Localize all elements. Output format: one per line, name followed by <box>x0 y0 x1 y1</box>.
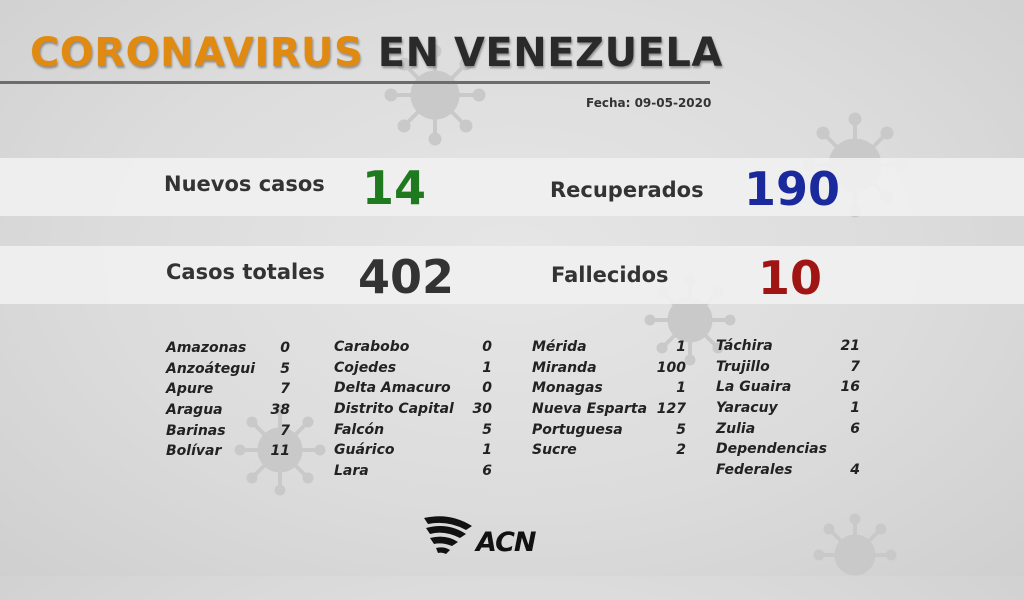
state-name: Apure <box>166 381 214 398</box>
state-value: 6 <box>482 463 492 480</box>
nuevos-casos-value: 14 <box>362 161 427 215</box>
states-column-4: Táchira 21 Trujillo 7 La Guaira 16 Yaracuy 1… <box>716 336 860 481</box>
state-name: Anzoátegui <box>166 360 255 377</box>
list-item: Apure 7 <box>166 379 290 400</box>
recuperados-label: Recuperados <box>550 178 704 202</box>
virus-decoration-icon <box>813 513 897 576</box>
list-item: Distrito Capital 30 <box>334 399 492 420</box>
list-item: Guárico 1 <box>334 440 492 461</box>
list-item: Portuguesa 5 <box>532 420 686 441</box>
state-name: Guárico <box>334 442 395 459</box>
list-item: Falcón 5 <box>334 420 492 441</box>
state-value: 1 <box>482 442 492 459</box>
state-name: Falcón <box>334 421 385 438</box>
list-item: Lara 6 <box>334 461 492 482</box>
state-value: 6 <box>850 420 860 437</box>
state-name: Zulia <box>716 420 756 437</box>
state-name: Bolívar <box>166 443 222 460</box>
list-item: Barinas 7 <box>166 421 290 442</box>
state-name: Nueva Esparta <box>532 401 648 418</box>
title-divider <box>0 81 710 84</box>
list-item: Cojedes 1 <box>334 358 492 379</box>
fallecidos-value: 10 <box>758 251 823 305</box>
stats-band-bottom <box>0 246 1024 304</box>
casos-totales-value: 402 <box>358 250 455 304</box>
acn-logo-text: ACN <box>476 527 536 558</box>
list-item: Dependencias <box>716 439 860 460</box>
acn-logo-icon <box>424 516 472 554</box>
list-item: Táchira 21 <box>716 336 860 357</box>
state-value: 30 <box>472 401 492 418</box>
states-column-1: Amazonas 0 Anzoátegui 5 Apure 7 Aragua 38 Ba… <box>166 338 290 462</box>
state-name: Cojedes <box>334 359 397 376</box>
state-value: 5 <box>482 421 492 438</box>
casos-totales-label: Casos totales <box>166 260 325 284</box>
state-name: Mérida <box>532 339 587 355</box>
state-name: Lara <box>334 463 369 480</box>
state-value: 127 <box>656 401 686 418</box>
state-value: 2 <box>676 442 686 459</box>
state-value: 7 <box>280 422 290 439</box>
state-name: Sucre <box>532 442 577 459</box>
list-item: Nueva Esparta 127 <box>532 399 686 420</box>
state-value: 0 <box>280 340 290 356</box>
state-name: Miranda <box>532 359 597 376</box>
state-name: Barinas <box>166 422 226 439</box>
state-name: Distrito Capital <box>334 401 454 418</box>
list-item: Monagas 1 <box>532 378 686 399</box>
list-item: Aragua 38 <box>166 400 290 421</box>
state-name: Federales <box>716 462 793 479</box>
state-name: Portuguesa <box>532 421 623 438</box>
state-name: Amazonas <box>166 340 247 356</box>
recuperados-value: 190 <box>744 162 841 216</box>
states-column-2: Carabobo 0 Cojedes 1 Delta Amacuro 0 Distri… <box>334 337 492 482</box>
state-value: 4 <box>850 462 860 479</box>
fallecidos-label: Fallecidos <box>551 263 669 287</box>
state-name: Carabobo <box>334 339 410 355</box>
title-accent: CORONAVIRUS <box>30 30 364 76</box>
state-value: 0 <box>482 339 492 355</box>
list-item: Miranda 100 <box>532 358 686 379</box>
state-value: 1 <box>676 380 686 397</box>
list-item: Amazonas 0 <box>166 338 290 359</box>
list-item: Anzoátegui 5 <box>166 359 290 380</box>
state-name: Delta Amacuro <box>334 380 451 397</box>
list-item: Mérida 1 <box>532 337 686 358</box>
state-value: 7 <box>280 381 290 398</box>
state-value: 1 <box>676 339 686 355</box>
state-value: 100 <box>656 359 686 376</box>
states-column-3: Mérida 1 Miranda 100 Monagas 1 Nueva Espart… <box>532 337 686 461</box>
title-rest: EN VENEZUELA <box>377 30 723 76</box>
list-item: Sucre 2 <box>532 440 686 461</box>
state-value: 0 <box>482 380 492 397</box>
state-name: Yaracuy <box>716 400 778 417</box>
state-value: 11 <box>270 443 290 460</box>
list-item: Bolívar 11 <box>166 441 290 462</box>
state-value: 16 <box>840 379 860 396</box>
state-name: La Guaira <box>716 379 792 396</box>
state-name: Táchira <box>716 338 773 354</box>
date-label: Fecha: 09-05-2020 <box>586 96 712 110</box>
state-value: 7 <box>850 358 860 375</box>
list-item: Trujillo 7 <box>716 357 860 378</box>
state-name: Aragua <box>166 402 223 419</box>
list-item: Carabobo 0 <box>334 337 492 358</box>
state-name: Dependencias <box>716 441 827 458</box>
state-value: 38 <box>270 402 290 419</box>
state-value: 5 <box>676 421 686 438</box>
stats-band-top <box>0 158 1024 216</box>
state-value: 1 <box>482 359 492 376</box>
state-value: 21 <box>840 338 860 354</box>
page-title: CORONAVIRUS EN VENEZUELA <box>30 30 723 76</box>
state-value: 1 <box>850 400 860 417</box>
state-value: 5 <box>280 360 290 377</box>
list-item: Delta Amacuro 0 <box>334 378 492 399</box>
list-item: Zulia 6 <box>716 419 860 440</box>
list-item: Federales 4 <box>716 460 860 481</box>
list-item: La Guaira 16 <box>716 377 860 398</box>
list-item: Yaracuy 1 <box>716 398 860 419</box>
state-name: Trujillo <box>716 358 770 375</box>
nuevos-casos-label: Nuevos casos <box>164 172 325 196</box>
state-name: Monagas <box>532 380 603 397</box>
